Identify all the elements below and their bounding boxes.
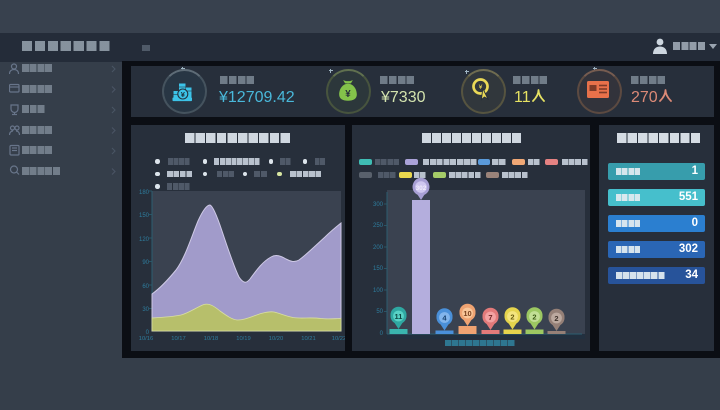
svg-text:¥: ¥ (345, 89, 351, 100)
svg-text:50: 50 (376, 309, 383, 315)
svg-text:0: 0 (146, 330, 150, 336)
svg-text:2: 2 (532, 313, 536, 322)
svg-text:7: 7 (488, 313, 492, 322)
svg-text:180: 180 (139, 190, 150, 196)
svg-text:10: 10 (463, 309, 471, 318)
svg-text:10/22: 10/22 (332, 336, 345, 342)
svg-text:90: 90 (142, 260, 149, 266)
svg-text:10/17: 10/17 (171, 336, 186, 342)
svg-text:250: 250 (373, 223, 384, 229)
svg-text:10/18: 10/18 (204, 336, 219, 342)
svg-text:100: 100 (373, 288, 384, 294)
svg-text:10/19: 10/19 (236, 336, 251, 342)
svg-text:2: 2 (510, 313, 514, 322)
svg-text:10/21: 10/21 (301, 336, 316, 342)
svg-text:150: 150 (139, 213, 150, 219)
svg-text:10/16: 10/16 (139, 336, 154, 342)
svg-text:150: 150 (373, 266, 384, 272)
svg-text:11: 11 (395, 312, 403, 321)
svg-text:4: 4 (442, 314, 447, 323)
svg-text:200: 200 (373, 245, 384, 251)
svg-text:302: 302 (416, 185, 427, 192)
svg-text:¥: ¥ (479, 84, 483, 91)
svg-text:0: 0 (380, 331, 384, 337)
svg-text:30: 30 (142, 307, 149, 313)
svg-text:120: 120 (139, 237, 150, 243)
svg-text:2: 2 (554, 314, 558, 323)
svg-text:10/20: 10/20 (269, 336, 284, 342)
svg-text:60: 60 (142, 284, 149, 290)
svg-text:¥: ¥ (181, 90, 186, 99)
svg-text:300: 300 (373, 202, 384, 208)
